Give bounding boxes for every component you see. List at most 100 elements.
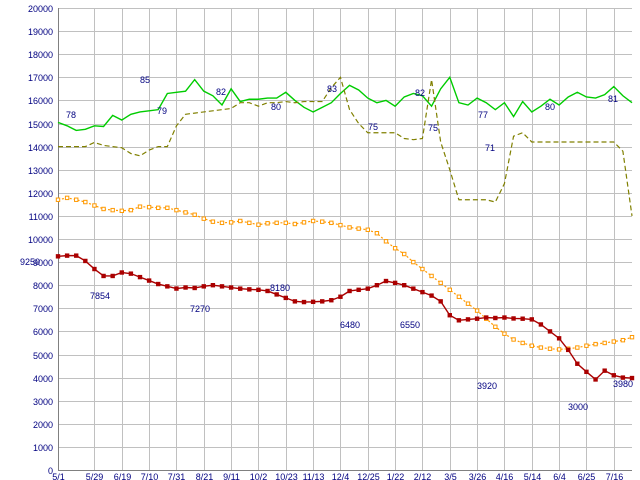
data-point-marker [210,283,216,288]
data-point-marker [310,218,316,224]
x-axis-tick-label: 11/13 [303,472,325,480]
data-point-marker [64,195,70,201]
data-point-marker [547,329,553,334]
x-axis-tick-label: 6/19 [114,472,132,480]
data-point-marker [55,254,61,259]
data-point-marker [101,273,106,279]
data-point-marker [156,205,161,211]
data-point-marker [465,301,471,306]
data-point-marker [347,225,352,230]
data-point-marker [219,220,225,226]
data-point-marker [183,285,188,290]
data-point-label: 83 [327,84,337,94]
data-point-label: 6480 [340,320,360,330]
y-axis-tick-label: 18000 [28,50,53,60]
data-point-label: 80 [271,102,281,112]
data-point-marker [329,298,334,303]
data-point-marker [383,239,389,244]
data-point-label: 75 [428,123,438,133]
series-line-red-line [57,254,633,381]
data-point-marker [429,273,434,279]
data-point-marker [128,207,134,213]
data-point-marker [474,316,480,321]
data-point-marker [411,286,416,291]
data-point-marker [620,337,626,343]
data-point-marker [611,339,616,344]
data-point-marker [356,287,361,293]
y-axis-tick-label: 7000 [33,304,53,314]
data-point-marker [110,207,115,213]
data-point-marker [192,285,197,291]
x-axis-tick-label: 3/5 [444,472,457,480]
data-point-marker [283,295,288,301]
data-point-marker [146,204,152,210]
data-point-marker [165,205,170,211]
data-point-marker [602,340,607,346]
data-point-marker [520,316,525,321]
x-axis-tick-label: 12/4 [332,472,350,480]
data-point-marker [411,259,416,265]
data-point-marker [456,318,462,323]
data-point-marker [210,219,216,224]
data-point-marker [338,222,343,228]
data-point-marker [356,226,361,231]
data-point-marker [329,220,334,226]
data-point-marker [320,299,325,304]
data-point-marker [256,222,261,227]
y-axis-tick-label: 0 [48,466,53,476]
data-point-marker [219,284,225,289]
data-point-marker [101,206,106,212]
data-point-marker [283,220,288,226]
data-point-marker [274,292,279,297]
data-point-marker [575,361,580,366]
data-point-marker [493,315,498,321]
series-line-orange-dotted-line [57,197,633,351]
data-point-marker [502,315,507,320]
data-point-marker [292,221,298,227]
y-axis-tick-label: 19000 [28,27,53,37]
data-point-marker [511,316,516,321]
data-point-marker [392,280,398,286]
y-axis-tick-label: 12000 [28,189,53,199]
y-axis-tick-label: 3000 [33,397,53,407]
data-point-marker [174,207,179,213]
data-point-marker [520,340,525,346]
data-point-marker [629,334,635,340]
y-axis-tick-label: 1000 [33,443,53,453]
data-point-label: 85 [140,75,150,85]
x-axis-tick-label: 12/25 [357,472,380,480]
data-point-marker [402,283,407,288]
data-point-marker [556,347,562,352]
data-point-marker [238,286,243,291]
data-point-marker [83,199,88,205]
series-line-green-line [57,75,633,132]
data-point-marker [447,313,452,318]
x-axis-tick-label: 10/2 [250,472,268,480]
data-point-label: 71 [485,143,495,153]
x-axis-tick-label: 5/14 [524,472,542,480]
data-point-label: 75 [368,122,378,132]
data-point-label: 78 [66,110,76,120]
data-point-label: 77 [478,110,488,120]
x-axis-tick-label: 8/21 [196,472,214,480]
y-axis-tick-label: 20000 [28,4,53,14]
data-point-marker [137,204,143,209]
data-point-marker [74,253,79,258]
data-point-marker [83,258,88,264]
y-axis-tick-label: 16000 [28,96,53,106]
x-axis-tick-label: 1/22 [387,472,405,480]
data-point-label: 3980 [613,379,633,389]
data-point-marker [338,294,343,299]
data-point-marker [374,283,380,288]
data-point-marker [474,308,480,313]
data-point-marker [365,227,370,232]
data-point-marker [383,278,389,284]
y-axis-tick-label: 5000 [33,351,53,361]
data-point-label: 9250 [20,257,40,267]
x-axis-tick-label: 5/1 [52,472,65,480]
data-point-marker [247,287,252,292]
x-axis-tick-label: 2/12 [414,472,432,480]
data-point-marker [447,287,452,293]
